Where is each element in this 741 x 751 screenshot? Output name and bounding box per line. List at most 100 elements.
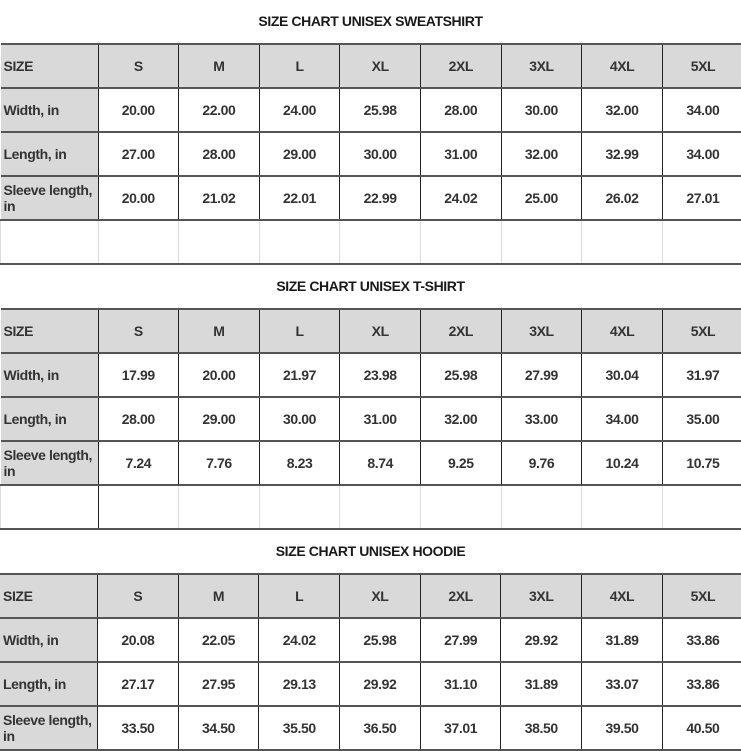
measurement-cell: 28.00 (179, 132, 260, 176)
empty-cell (259, 485, 340, 529)
size-header: S (98, 574, 179, 618)
measurement-cell: 10.24 (582, 441, 663, 485)
measurement-cell: 32.00 (501, 132, 582, 176)
size-header: 4XL (582, 309, 663, 353)
size-header: 5XL (662, 309, 741, 353)
measurement-cell: 8.23 (259, 441, 340, 485)
empty-cell (501, 485, 582, 529)
measurement-cell: 34.00 (582, 397, 663, 441)
measurement-cell: 24.02 (421, 176, 502, 220)
measurement-cell: 31.10 (420, 662, 501, 706)
empty-cell (340, 485, 421, 529)
empty-row (1, 485, 741, 529)
measurement-cell: 35.50 (259, 706, 340, 750)
header-label: SIZE (1, 44, 99, 88)
size-header: 3XL (501, 309, 582, 353)
row-label: Width, in (1, 353, 99, 397)
size-header: XL (340, 574, 421, 618)
measurement-cell: 30.00 (259, 397, 340, 441)
measurement-cell: 22.01 (259, 176, 340, 220)
row-label: Width, in (1, 88, 99, 132)
measurement-cell: 32.00 (582, 88, 663, 132)
measurement-cell: 33.07 (582, 662, 663, 706)
measurement-cell: 31.89 (582, 618, 663, 662)
size-header: 4XL (582, 44, 663, 88)
measurement-cell: 40.50 (662, 706, 741, 750)
size-header: L (259, 309, 340, 353)
measurement-cell: 27.99 (420, 618, 501, 662)
measurement-cell: 31.97 (662, 353, 741, 397)
measurement-cell: 22.99 (340, 176, 421, 220)
measurement-cell: 8.74 (340, 441, 421, 485)
measurement-cell: 22.00 (179, 88, 260, 132)
size-header: M (179, 309, 260, 353)
measurement-cell: 29.00 (259, 132, 340, 176)
size-header: XL (340, 309, 421, 353)
row-label: Width, in (0, 618, 98, 662)
empty-cell (259, 220, 340, 264)
measurement-cell: 28.00 (421, 88, 502, 132)
measurement-cell: 7.24 (98, 441, 179, 485)
measurement-cell: 29.92 (501, 618, 582, 662)
header-label: SIZE (1, 309, 99, 353)
measurement-cell: 33.86 (662, 618, 741, 662)
measurement-cell: 29.00 (179, 397, 260, 441)
empty-row (1, 220, 741, 264)
size-header: L (259, 574, 340, 618)
size-header: 2XL (421, 44, 502, 88)
measurement-cell: 34.50 (178, 706, 259, 750)
empty-cell (1, 485, 99, 529)
measurement-cell: 27.17 (98, 662, 179, 706)
empty-cell (98, 485, 179, 529)
measurement-cell: 38.50 (501, 706, 582, 750)
measurement-cell: 30.00 (501, 88, 582, 132)
measurement-cell: 9.76 (501, 441, 582, 485)
section-title: SIZE CHART UNISEX SWEATSHIRT (0, 0, 741, 43)
measurement-cell: 31.00 (421, 132, 502, 176)
row-label: Length, in (1, 132, 99, 176)
measurement-cell: 23.98 (340, 353, 421, 397)
measurement-cell: 25.98 (421, 353, 502, 397)
measurement-cell: 20.00 (98, 176, 179, 220)
measurement-cell: 33.86 (662, 662, 741, 706)
empty-cell (179, 220, 260, 264)
measurement-cell: 39.50 (582, 706, 663, 750)
size-header: L (259, 44, 340, 88)
measurement-cell: 35.00 (662, 397, 741, 441)
measurement-cell: 20.00 (179, 353, 260, 397)
row-label: Sleeve length, in (0, 706, 98, 750)
empty-cell (421, 485, 502, 529)
size-header: M (179, 44, 260, 88)
size-header: 5XL (662, 44, 741, 88)
empty-cell (421, 220, 502, 264)
measurement-cell: 31.00 (340, 397, 421, 441)
empty-cell (582, 485, 663, 529)
measurement-cell: 21.97 (259, 353, 340, 397)
header-label: SIZE (0, 574, 98, 618)
size-header: 2XL (420, 574, 501, 618)
measurement-cell: 32.99 (582, 132, 663, 176)
measurement-cell: 25.98 (340, 88, 421, 132)
empty-cell (582, 220, 663, 264)
measurement-cell: 20.08 (98, 618, 179, 662)
size-header: 2XL (421, 309, 502, 353)
measurement-cell: 22.05 (178, 618, 259, 662)
measurement-cell: 24.00 (259, 88, 340, 132)
size-header: XL (340, 44, 421, 88)
measurement-cell: 27.95 (178, 662, 259, 706)
section-title: SIZE CHART UNISEX HOODIE (0, 530, 741, 573)
measurement-cell: 26.02 (582, 176, 663, 220)
row-label: Length, in (1, 397, 99, 441)
measurement-cell: 7.76 (179, 441, 260, 485)
measurement-cell: 10.75 (662, 441, 741, 485)
